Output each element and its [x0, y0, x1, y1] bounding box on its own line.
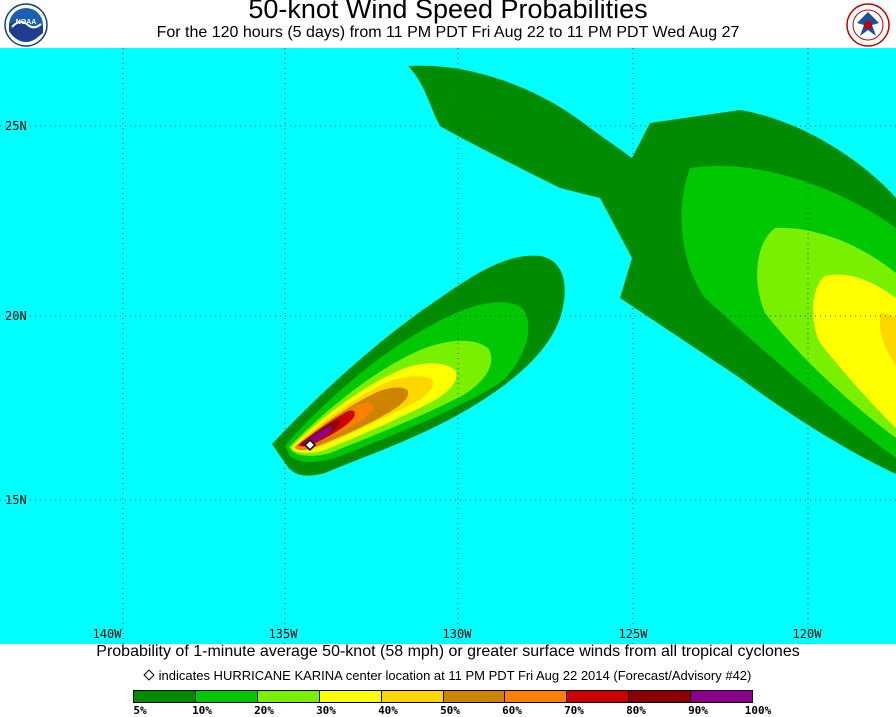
- legend-swatch-30-40: [319, 690, 382, 703]
- legend-swatch-80-90: [629, 690, 692, 703]
- legend-label-30: 30%: [316, 704, 336, 717]
- legend-swatch-60-70: [505, 690, 568, 703]
- lon-label-140w: 140W: [92, 627, 122, 641]
- legend-label-5: 5%: [133, 704, 147, 717]
- legend-label-50: 50%: [440, 704, 460, 717]
- swath-level-40: [879, 313, 896, 366]
- lon-label-120w: 120W: [792, 627, 822, 641]
- probability-legend: [133, 690, 754, 703]
- probability-map: 25N 20N 15N: [0, 48, 896, 644]
- page-subtitle: For the 120 hours (5 days) from 11 PM PD…: [156, 24, 740, 41]
- diamond-icon: [142, 669, 155, 681]
- swath-level-30: [813, 274, 896, 428]
- legend-label-100: 100%: [744, 704, 772, 717]
- map-caption: Probability of 1-minute average 50-knot …: [96, 643, 800, 660]
- lat-label-20n: 20N: [5, 309, 27, 323]
- lon-label-130w: 130W: [442, 627, 472, 641]
- eastern-probability-swath: [408, 65, 896, 475]
- lat-label-15n: 15N: [5, 493, 27, 507]
- legend-label-70: 70%: [564, 704, 584, 717]
- noaa-logo-icon: NOAA: [4, 3, 48, 47]
- storm-location-note: indicates HURRICANE KARINA center locati…: [0, 668, 896, 683]
- karina-probability-swath: [272, 255, 565, 476]
- legend-label-10: 10%: [192, 704, 212, 717]
- nws-logo-icon: [846, 3, 890, 47]
- storm-location-note-text: indicates HURRICANE KARINA center locati…: [158, 668, 752, 683]
- legend-swatch-70-80: [567, 690, 630, 703]
- legend-swatch-90-100: [691, 690, 754, 703]
- legend-label-60: 60%: [502, 704, 522, 717]
- legend-label-20: 20%: [254, 704, 274, 717]
- legend-label-90: 90%: [688, 704, 708, 717]
- swath-level-5: [408, 65, 896, 475]
- legend-swatch-10-20: [195, 690, 258, 703]
- noaa-logo-text: NOAA: [16, 19, 37, 26]
- legend-swatch-40-50: [381, 690, 444, 703]
- page-title: 50-knot Wind Speed Probabilities: [248, 0, 648, 24]
- legend-swatch-20-30: [257, 690, 320, 703]
- lon-label-125w: 125W: [618, 627, 648, 641]
- lon-label-135w: 135W: [268, 627, 298, 641]
- lat-label-25n: 25N: [5, 119, 27, 133]
- legend-swatch-5-10: [133, 690, 196, 703]
- storm-center-diamond-icon: [303, 438, 317, 452]
- legend-label-80: 80%: [626, 704, 646, 717]
- legend-swatch-50-60: [443, 690, 506, 703]
- legend-label-40: 40%: [378, 704, 398, 717]
